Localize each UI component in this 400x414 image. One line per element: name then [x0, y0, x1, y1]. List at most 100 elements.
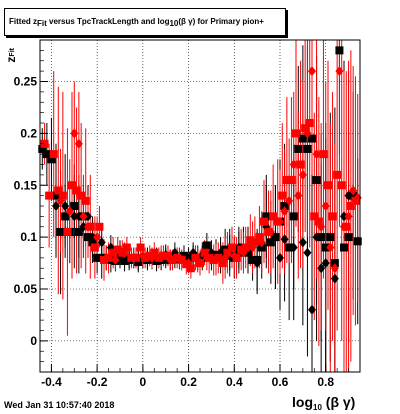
- data-point-diamond: [79, 211, 88, 222]
- x-tick-label: -0.4: [41, 375, 62, 389]
- data-point-square: [303, 144, 312, 153]
- data-point-square: [330, 259, 339, 268]
- data-point-diamond: [298, 169, 307, 180]
- data-point-square: [333, 170, 342, 179]
- data-point-square: [269, 212, 278, 221]
- data-point-diamond: [308, 66, 316, 77]
- title-part1: Fitted z: [9, 16, 37, 26]
- data-point-diamond: [166, 254, 175, 265]
- y-tick-label: 0.2: [20, 126, 37, 140]
- data-point-square: [317, 233, 326, 242]
- x-tick-label: 0.8: [317, 375, 334, 389]
- data-point-square: [120, 256, 129, 265]
- y-axis-label: zFit: [4, 48, 18, 63]
- data-markers: [38, 46, 362, 315]
- data-point-square: [200, 248, 209, 257]
- data-point-square: [257, 243, 266, 252]
- error-bars: [41, 40, 359, 372]
- data-point-diamond: [248, 242, 257, 253]
- title-part3: (β γ) for Primary pion+: [178, 16, 264, 26]
- data-point-diamond: [88, 232, 97, 243]
- data-point-square: [70, 202, 79, 210]
- data-point-diamond: [257, 237, 266, 248]
- x-axis-label-main: log: [292, 394, 313, 410]
- data-point-square: [45, 191, 54, 200]
- data-point-square: [340, 243, 348, 252]
- data-point-diamond: [56, 195, 65, 206]
- data-point-square: [186, 264, 195, 273]
- data-point-diamond: [253, 258, 262, 269]
- data-point-square: [292, 129, 300, 138]
- data-point-diamond: [280, 206, 289, 217]
- data-point-diamond: [289, 242, 298, 253]
- data-point-square: [81, 196, 90, 205]
- data-point-square: [326, 233, 335, 242]
- data-point-diamond: [221, 252, 230, 263]
- data-point-square: [308, 134, 316, 143]
- data-point-square: [310, 212, 319, 221]
- y-tick-label: 0: [30, 334, 37, 348]
- data-point-square: [298, 134, 307, 143]
- data-point-diamond: [276, 216, 284, 227]
- plot-title: Fitted zFit versus TpcTrackLength and lo…: [9, 17, 264, 28]
- data-point-diamond: [344, 211, 353, 222]
- data-point-diamond: [303, 247, 312, 258]
- data-point-square: [301, 124, 310, 133]
- data-point-diamond: [239, 247, 248, 258]
- data-point-diamond: [312, 149, 321, 160]
- data-point-square: [244, 248, 252, 257]
- data-point-diamond: [294, 190, 303, 201]
- data-point-square: [255, 233, 264, 242]
- data-point-square: [260, 217, 268, 226]
- data-point-square: [237, 245, 246, 254]
- data-point-diamond: [289, 159, 298, 170]
- data-point-diamond: [138, 250, 147, 261]
- data-point-diamond: [335, 66, 344, 77]
- data-point-diamond: [52, 201, 60, 211]
- timestamp: Wed Jan 31 10:57:40 2018: [4, 400, 115, 410]
- y-axis-label-main: z: [4, 56, 18, 63]
- data-point-diamond: [70, 128, 79, 139]
- data-point-diamond: [97, 237, 106, 248]
- data-point-diamond: [340, 221, 348, 232]
- x-axis-label-tail: (β γ): [325, 394, 356, 410]
- title-part2: versus TpcTrackLength and log: [46, 16, 170, 26]
- data-point-diamond: [79, 221, 88, 232]
- data-point-diamond: [74, 138, 83, 149]
- data-point-square: [294, 144, 303, 153]
- data-point-square: [74, 227, 83, 236]
- data-point-square: [184, 253, 193, 262]
- data-point-diamond: [276, 252, 284, 263]
- data-point-diamond: [111, 254, 120, 265]
- data-point-diamond: [285, 195, 294, 206]
- data-point-diamond: [312, 232, 321, 243]
- data-point-square: [68, 181, 76, 190]
- data-point-diamond: [344, 190, 353, 201]
- title-part2-sub: 10: [169, 18, 179, 28]
- data-point-square: [164, 251, 172, 260]
- data-point-diamond: [326, 242, 335, 253]
- data-point-square: [262, 212, 271, 221]
- data-point-square: [289, 212, 298, 221]
- x-axis-label: log10 (β γ): [292, 394, 355, 412]
- data-point-square: [49, 150, 58, 159]
- data-point-square: [248, 255, 257, 264]
- data-point-square: [95, 222, 104, 231]
- data-point-diamond: [271, 232, 280, 243]
- data-point-diamond: [303, 128, 312, 139]
- data-point-square: [90, 243, 99, 252]
- data-point-square: [312, 176, 321, 185]
- data-point-square: [228, 243, 236, 252]
- data-point-diamond: [184, 258, 193, 269]
- data-point-square: [344, 233, 353, 242]
- data-point-diamond: [330, 263, 339, 274]
- data-point-square: [324, 181, 332, 190]
- data-point-square: [351, 196, 360, 205]
- data-point-diamond: [230, 250, 239, 261]
- data-point-square: [335, 46, 344, 55]
- data-point-square: [218, 259, 227, 268]
- data-point-diamond: [308, 304, 316, 315]
- data-point-square: [196, 259, 204, 268]
- y-tick-label: 0.15: [14, 178, 38, 192]
